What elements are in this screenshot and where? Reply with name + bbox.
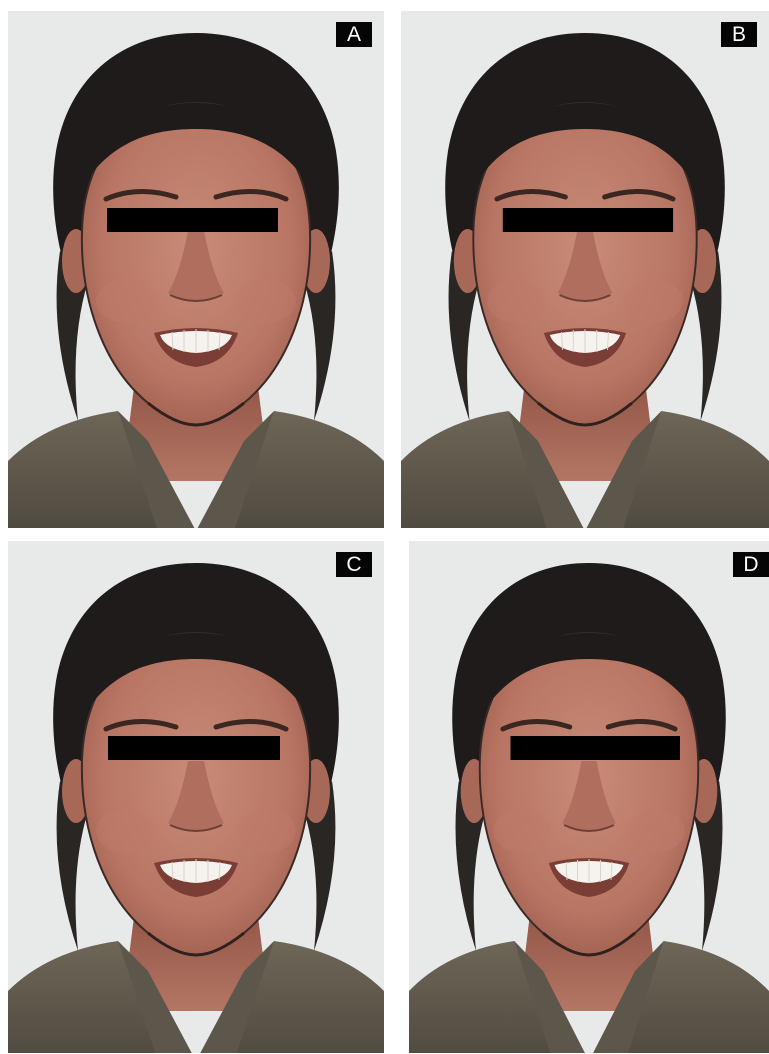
portrait-photo bbox=[409, 541, 769, 1053]
eye-censor-bar bbox=[108, 736, 280, 760]
panel-label: C bbox=[336, 552, 372, 577]
panel-label: A bbox=[336, 22, 372, 47]
photo-panel-d: D bbox=[409, 541, 769, 1053]
panel-label: D bbox=[733, 552, 769, 577]
eye-censor-bar bbox=[510, 736, 680, 760]
photo-panel-b: B bbox=[401, 11, 769, 528]
panel-label: B bbox=[721, 22, 757, 47]
photo-panel-c: C bbox=[8, 541, 384, 1053]
portrait-photo bbox=[8, 541, 384, 1053]
portrait-photo bbox=[8, 11, 384, 528]
photo-panel-a: A bbox=[8, 11, 384, 528]
portrait-photo bbox=[401, 11, 769, 528]
eye-censor-bar bbox=[107, 208, 278, 232]
eye-censor-bar bbox=[502, 208, 674, 232]
